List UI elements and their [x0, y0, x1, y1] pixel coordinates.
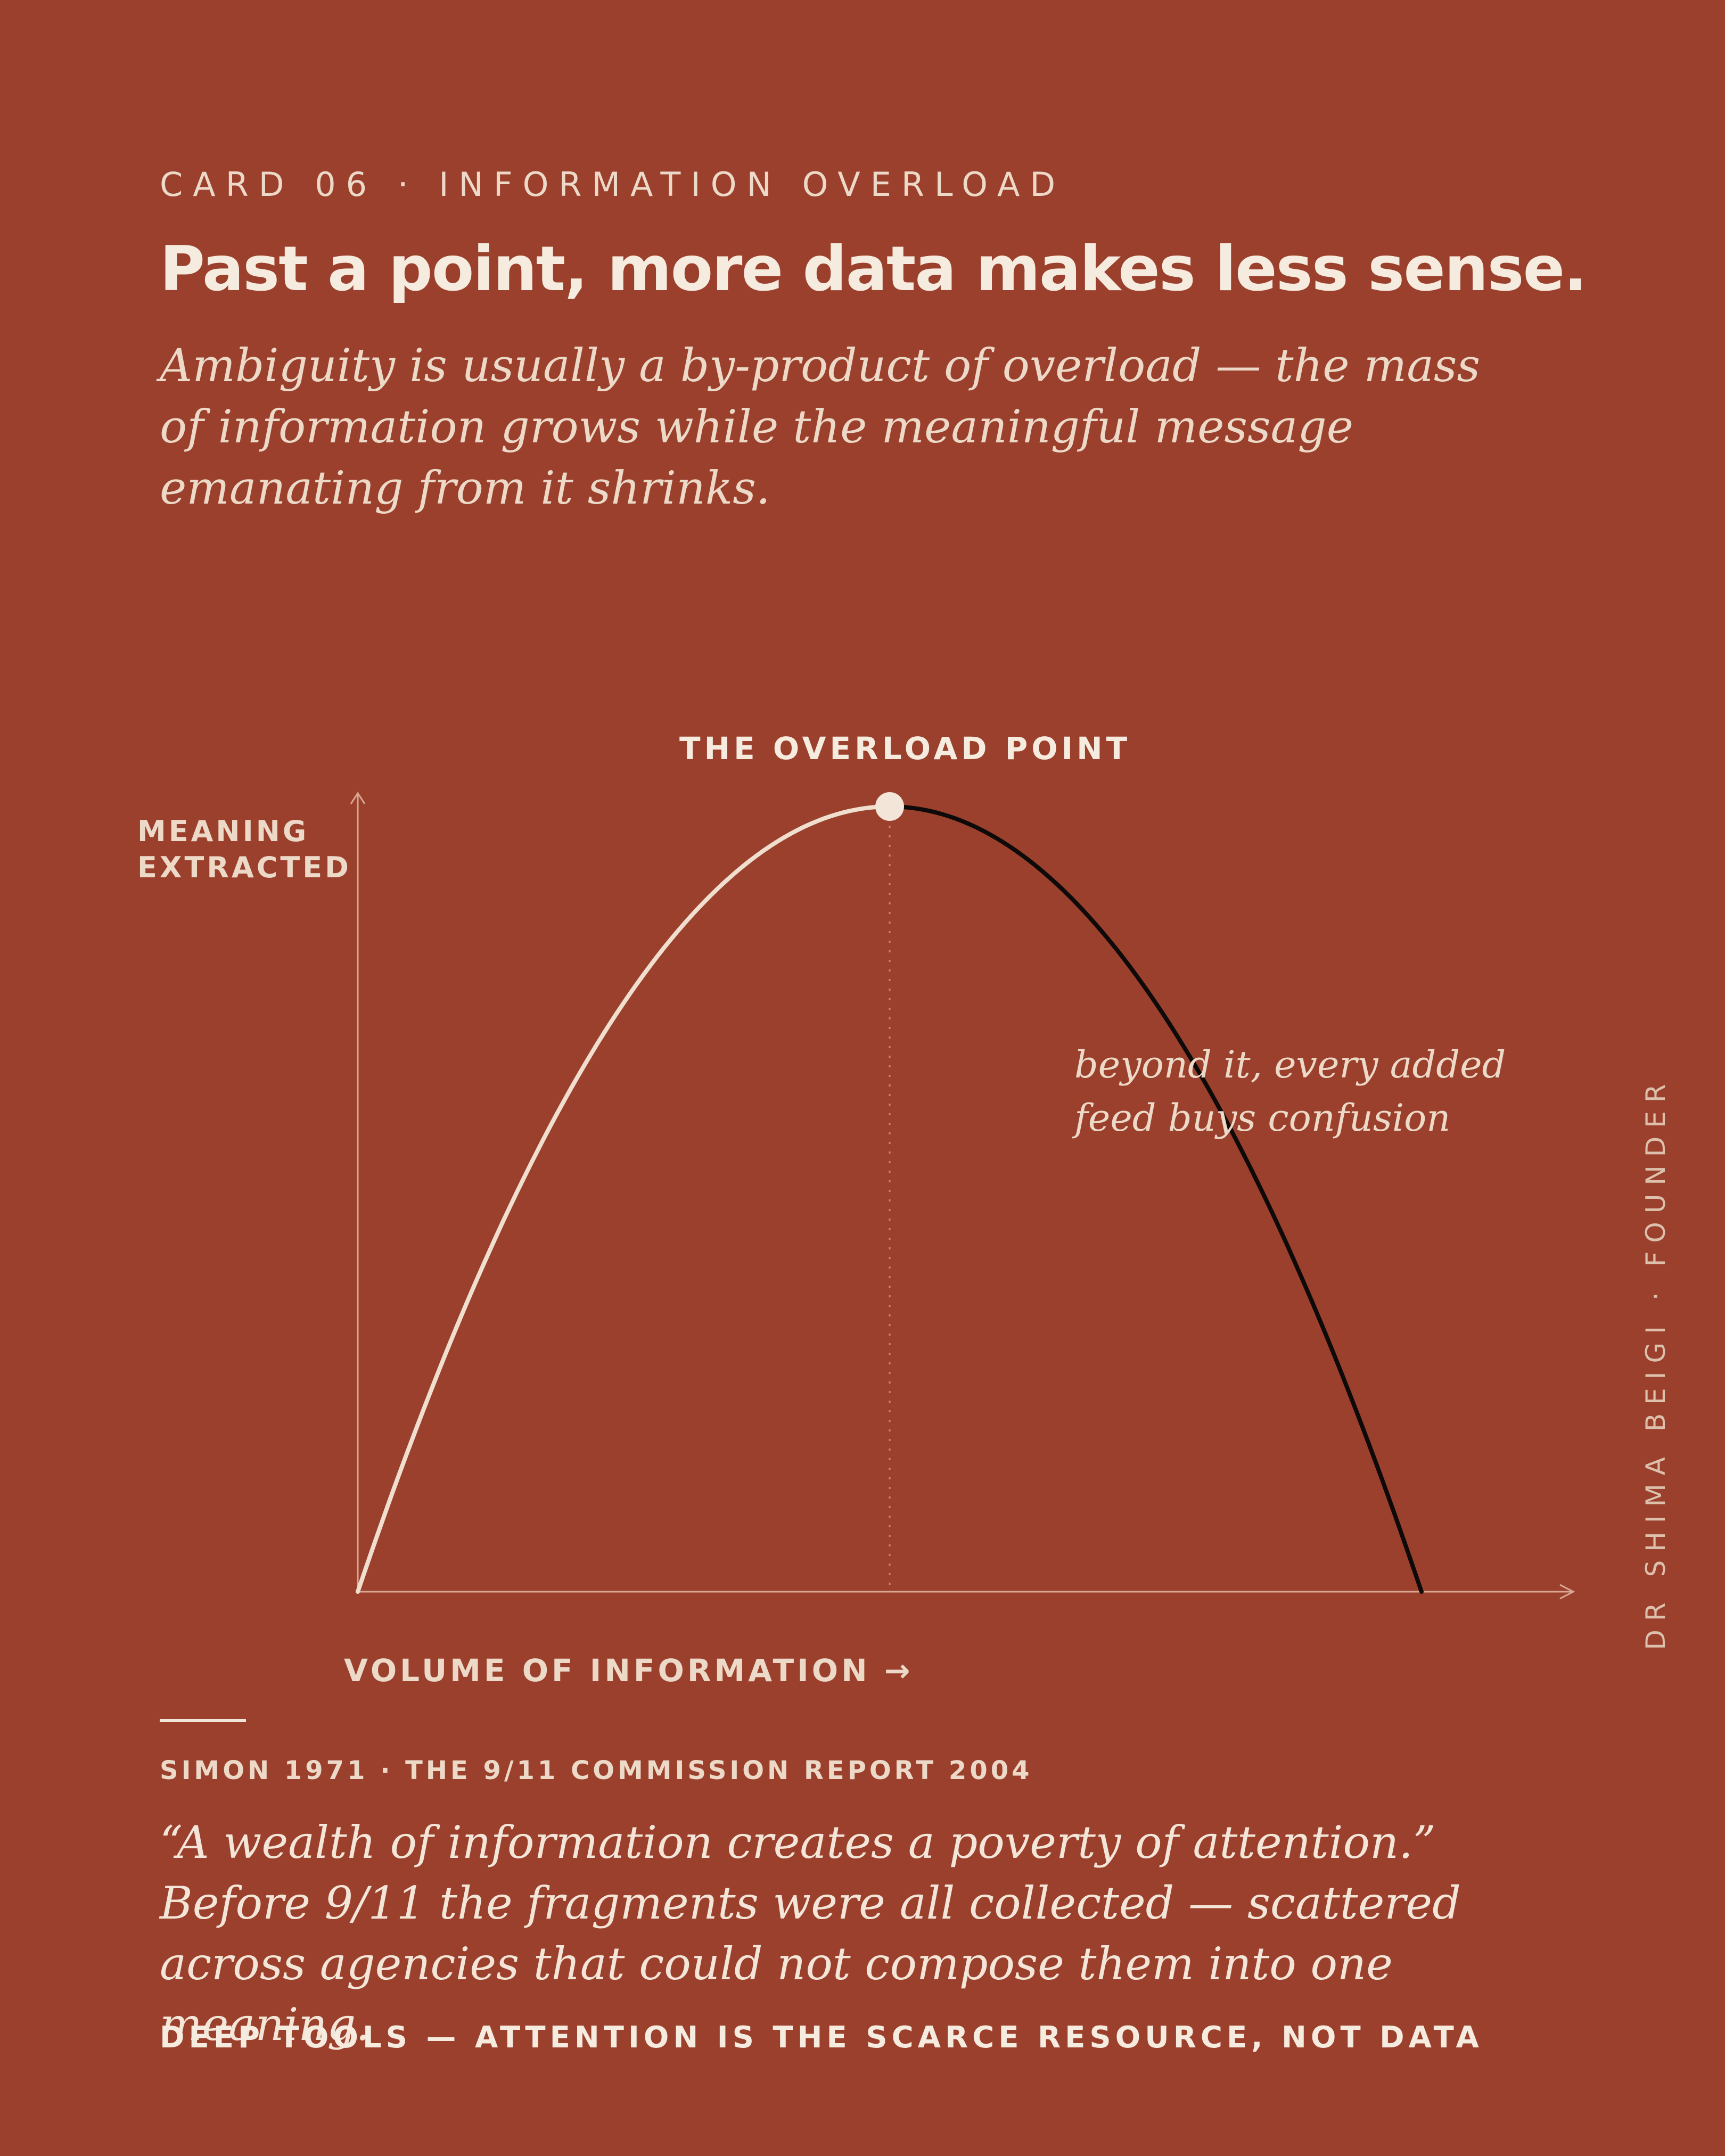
x-axis-arrowhead	[1559, 1584, 1575, 1600]
plot-area	[350, 792, 1575, 1600]
curve-before-peak	[356, 804, 892, 1594]
y-axis-label: MEANING EXTRACTED	[137, 814, 351, 884]
headline: Past a point, more data makes less sense…	[160, 233, 1587, 305]
y-axis-arrowhead	[350, 792, 366, 804]
chart-annotation: beyond it, every added feed buys confusi…	[1074, 1043, 1506, 1140]
card-kicker: CARD 06 · INFORMATION OVERLOAD	[160, 165, 1066, 204]
divider-rule	[160, 1719, 246, 1722]
peak-marker	[875, 792, 904, 821]
author-byline: DR SHIMA BEIGI · FOUNDER	[1640, 1075, 1671, 1650]
lede-paragraph: Ambiguity is usually a by-product of ove…	[160, 340, 1481, 515]
tagline: DEEP TOOLS — ATTENTION IS THE SCARCE RES…	[160, 2020, 1483, 2055]
source-citation: SIMON 1971 · THE 9/11 COMMISSION REPORT …	[160, 1756, 1033, 1785]
quote-paragraph: “A wealth of information creates a pover…	[160, 1816, 1461, 2051]
x-axis-label: VOLUME OF INFORMATION →	[344, 1652, 914, 1689]
chart-title: THE OVERLOAD POINT	[679, 730, 1131, 767]
curve-after-peak	[888, 804, 1424, 1594]
